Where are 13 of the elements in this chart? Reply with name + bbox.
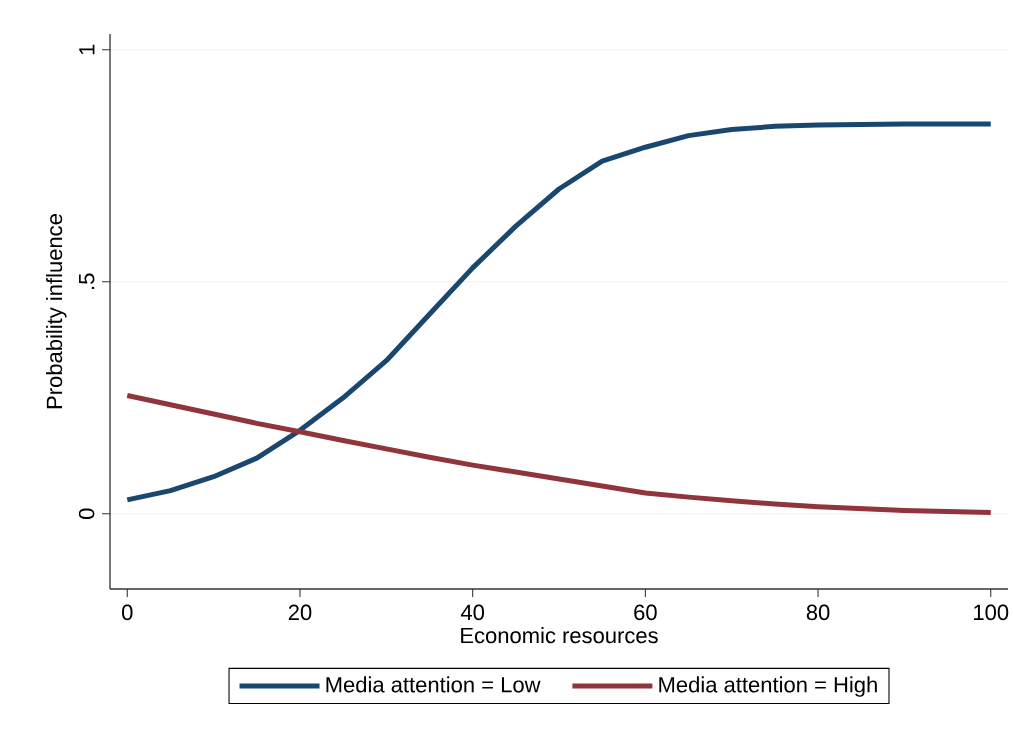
x-tick-label: 80: [806, 604, 830, 621]
x-tick-label: 60: [634, 604, 657, 621]
x-tick-label: 40: [460, 604, 485, 621]
y-tick-label: 0: [78, 508, 95, 520]
y-tick-label: .5: [79, 273, 95, 289]
legend-label: Media attention = Low: [326, 676, 541, 693]
y-axis-title: Probability influence: [46, 214, 67, 409]
y-tick-label: 1: [79, 44, 95, 55]
legend-label: Media attention = High: [659, 676, 877, 697]
x-tick-label: 20: [288, 604, 312, 621]
x-axis-title: Economic resources: [461, 627, 658, 644]
x-tick-label: 0: [122, 604, 133, 621]
x-tick-label: 100: [974, 604, 1009, 621]
